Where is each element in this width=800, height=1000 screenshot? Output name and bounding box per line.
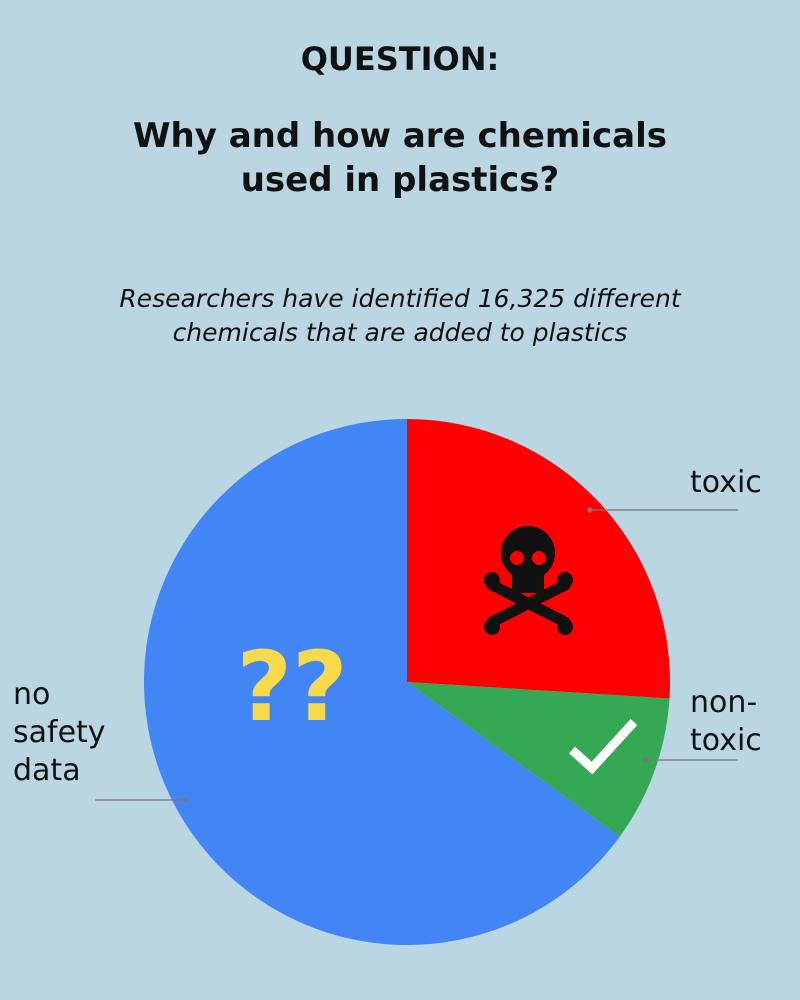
kicker: QUESTION: [300, 40, 500, 78]
pie-slice [143, 419, 620, 945]
slices [143, 419, 670, 945]
title: Why and how are chemicals used in plasti… [133, 116, 667, 200]
slice-label: toxic [690, 465, 762, 500]
pie-slice [407, 682, 670, 837]
subtitle: Researchers have identified 16,325 diffe… [119, 284, 681, 347]
slice-label: no safety data [13, 677, 106, 788]
skull-icon [484, 526, 573, 635]
slice-label: non- toxic [690, 685, 762, 758]
leader-lines [95, 507, 738, 803]
annotation: ?? [236, 631, 347, 743]
check-icon [568, 718, 638, 775]
